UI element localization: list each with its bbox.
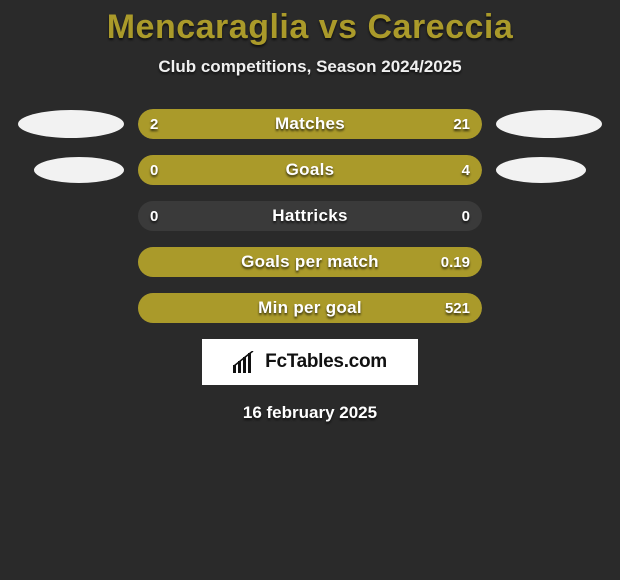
stat-value-right: 21 [441,109,482,139]
stat-row: Goals per match0.19 [0,247,620,277]
stat-value-right: 0 [450,201,482,231]
stat-bar: Goals per match0.19 [138,247,482,277]
stat-value-left [138,293,162,323]
player-right-ellipse [496,157,586,183]
stat-bar: Matches2 21 [138,109,482,139]
stat-value-right: 521 [433,293,482,323]
player-left-ellipse [34,157,124,183]
stat-row: Matches2 21 [0,109,620,139]
stat-value-left: 0 [138,155,170,185]
brand-box: FcTables.com [202,339,418,385]
stat-value-right: 0.19 [429,247,482,277]
stat-value-left: 0 [138,201,170,231]
stat-label: Goals [138,155,482,185]
player-left-ellipse [18,110,124,138]
stat-row: Hattricks0 0 [0,201,620,231]
stat-label: Hattricks [138,201,482,231]
bars-icon [233,351,259,373]
stat-rows: Matches221Goals04Hattricks00Goals per ma… [0,109,620,323]
stat-bar: Goals0 4 [138,155,482,185]
stat-value-left [138,247,162,277]
stat-row: Min per goal521 [0,293,620,323]
brand-name: FcTables.com [265,351,387,373]
stat-value-left: 2 [138,109,170,139]
stat-row: Goals0 4 [0,155,620,185]
stat-label: Min per goal [138,293,482,323]
stat-bar: Min per goal521 [138,293,482,323]
page-subtitle: Club competitions, Season 2024/2025 [0,57,620,77]
page-date: 16 february 2025 [0,403,620,423]
stat-bar: Hattricks0 0 [138,201,482,231]
stat-label: Matches [138,109,482,139]
stat-value-right: 4 [450,155,482,185]
page-title: Mencaraglia vs Careccia [0,0,620,47]
player-right-ellipse [496,110,602,138]
